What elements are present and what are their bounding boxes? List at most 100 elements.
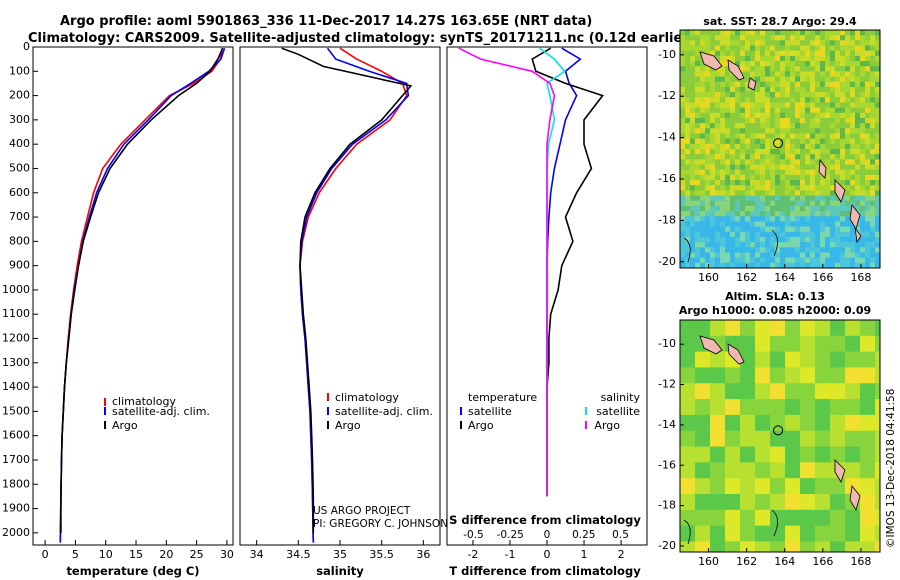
map-cell	[750, 112, 756, 119]
map-cell	[820, 50, 826, 57]
map-cell	[750, 536, 756, 542]
map-cell	[735, 488, 741, 495]
map-cell	[690, 409, 696, 416]
map-cell	[770, 200, 776, 207]
map-cell	[865, 55, 871, 62]
map-cell	[725, 388, 731, 395]
salinity-panel: 34 34.5 35 35.5 36 salinity climatology sate…	[239, 46, 448, 578]
map-cell	[760, 128, 766, 134]
map-cell	[735, 472, 741, 479]
map-cell	[760, 102, 766, 108]
map-cell	[735, 107, 741, 114]
map-cell	[795, 262, 801, 268]
map-cell	[720, 86, 726, 93]
map-cell	[770, 242, 776, 248]
map-cell	[705, 404, 711, 411]
map-cell	[760, 30, 766, 36]
map-cell	[845, 515, 851, 521]
map-cell	[845, 504, 851, 511]
map-cell	[875, 372, 880, 379]
map-cell	[870, 133, 876, 140]
map-cell	[715, 325, 721, 331]
map-cell	[815, 221, 821, 227]
map-cell	[860, 262, 866, 268]
map-cell	[845, 30, 851, 36]
map-cell	[715, 174, 721, 181]
map-cell	[855, 483, 861, 490]
lon-tick-label: 166	[812, 271, 833, 284]
map-cell	[720, 205, 726, 212]
map-cell	[810, 50, 816, 57]
map-cell	[775, 190, 781, 196]
map-cell	[825, 86, 831, 93]
map-cell	[865, 76, 871, 83]
map-cell	[860, 372, 866, 379]
map-cell	[765, 499, 771, 505]
map-cell	[750, 97, 756, 103]
map-cell	[690, 478, 696, 484]
map-cell	[710, 216, 716, 222]
map-cell	[840, 404, 846, 411]
map-cell	[805, 50, 811, 57]
map-cell	[865, 149, 871, 155]
map-cell	[775, 446, 781, 453]
map-cell	[845, 117, 851, 124]
map-cell	[810, 76, 816, 83]
map-cell	[810, 92, 816, 98]
map-cell	[810, 409, 816, 416]
map-cell	[855, 154, 861, 160]
map-cell	[850, 143, 856, 150]
map-cell	[825, 231, 831, 238]
map-cell	[845, 330, 851, 337]
map-cell	[825, 404, 831, 411]
map-cell	[820, 97, 826, 103]
map-cell	[745, 430, 751, 437]
map-cell	[720, 133, 726, 140]
lon-tick-label: 162	[736, 271, 757, 284]
map-cell	[795, 154, 801, 160]
map-cell	[860, 174, 866, 181]
map-cell	[745, 441, 751, 447]
map-cell	[865, 420, 871, 426]
map-cell	[800, 92, 806, 98]
map-cell	[795, 536, 801, 542]
map-cell	[815, 383, 821, 389]
legend-climatology: climatology	[335, 391, 399, 404]
map-cell	[865, 520, 871, 527]
map-cell	[815, 247, 821, 253]
lat-tick-label: -12	[658, 89, 676, 102]
map-cell	[785, 164, 791, 171]
map-cell	[820, 383, 826, 389]
map-cell	[685, 61, 691, 67]
map-cell	[775, 164, 781, 171]
map-cell	[755, 509, 761, 516]
legend-s-argo: Argo	[594, 419, 620, 432]
map-cell	[740, 81, 746, 88]
map-cell	[775, 330, 781, 337]
map-cell	[805, 76, 811, 83]
map-cell	[715, 55, 721, 62]
map-cell	[695, 169, 701, 176]
map-cell	[865, 35, 871, 41]
salinity-series	[281, 47, 413, 543]
map-cell	[750, 149, 756, 155]
map-cell	[760, 499, 766, 505]
map-cell	[875, 174, 880, 181]
map-cell	[765, 30, 771, 36]
map-cell	[735, 467, 741, 474]
map-cell	[835, 520, 841, 527]
map-cell	[855, 262, 861, 268]
map-cell	[720, 257, 726, 264]
map-cell	[855, 257, 861, 264]
map-cell	[715, 236, 721, 243]
map-cell	[790, 499, 796, 505]
map-cell	[805, 462, 811, 469]
map-cell	[795, 236, 801, 243]
map-cell	[825, 388, 831, 395]
map-cell	[695, 180, 701, 186]
map-cell	[750, 451, 756, 458]
map-cell	[865, 138, 871, 145]
map-cell	[810, 247, 816, 253]
map-cell	[820, 494, 826, 500]
map-cell	[775, 159, 781, 165]
